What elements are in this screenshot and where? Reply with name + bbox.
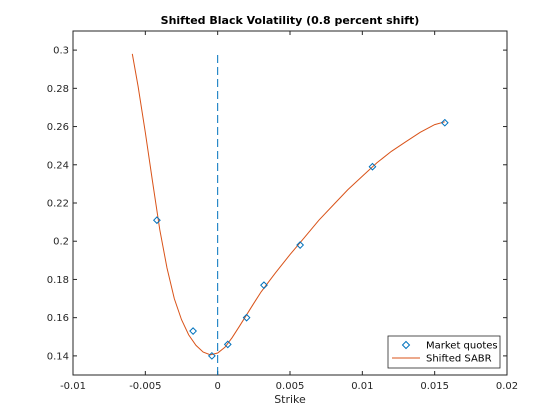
market-quote-point (440, 118, 449, 127)
market-quote-point (189, 327, 197, 335)
x-tick-label: -0.005 (129, 381, 161, 392)
x-axis-label: Strike (274, 393, 306, 406)
y-axis-ticks: 0.14 0.16 0.18 0.2 0.22 0.24 0.26 0.28 0.3 (47, 46, 507, 362)
legend-box (387, 335, 501, 369)
x-tick-label: 0 (214, 381, 220, 392)
y-tick-label: 0.26 (47, 122, 69, 133)
market-quote-point (296, 241, 305, 249)
chart-series (131, 53, 449, 360)
y-tick-label: 0.14 (47, 351, 69, 362)
legend-marker-diamond-icon (401, 340, 411, 350)
market-quote-point (368, 162, 377, 171)
market-quote-point (207, 351, 216, 360)
chart-title: Shifted Black Volatility (0.8 percent sh… (161, 14, 420, 27)
x-tick-label: 0.005 (276, 381, 305, 392)
x-axis-ticks: -0.01 -0.005 0 0.005 0.01 0.015 0.02 (60, 31, 518, 392)
x-tick-label: 0.01 (351, 381, 373, 392)
y-tick-label: 0.3 (53, 46, 69, 57)
y-tick-label: 0.18 (47, 275, 69, 286)
y-tick-label: 0.2 (53, 237, 69, 248)
legend: Market quotes Shifted SABR (387, 335, 501, 369)
y-tick-label: 0.24 (47, 160, 69, 171)
x-tick-label: -0.01 (60, 381, 86, 392)
y-tick-label: 0.28 (47, 84, 69, 95)
market-quote-point (152, 216, 161, 225)
plot-area (72, 30, 508, 376)
market-quote-point (223, 340, 232, 349)
legend-label-shifted-sabr: Shifted SABR (426, 354, 492, 365)
legend-label-market-quotes: Market quotes (426, 341, 498, 352)
market-quote-point (260, 281, 268, 290)
y-tick-label: 0.22 (47, 199, 69, 210)
x-tick-label: 0.02 (496, 381, 518, 392)
y-tick-label: 0.16 (47, 313, 69, 324)
market-quote-point (242, 313, 251, 322)
x-tick-label: 0.015 (420, 381, 449, 392)
